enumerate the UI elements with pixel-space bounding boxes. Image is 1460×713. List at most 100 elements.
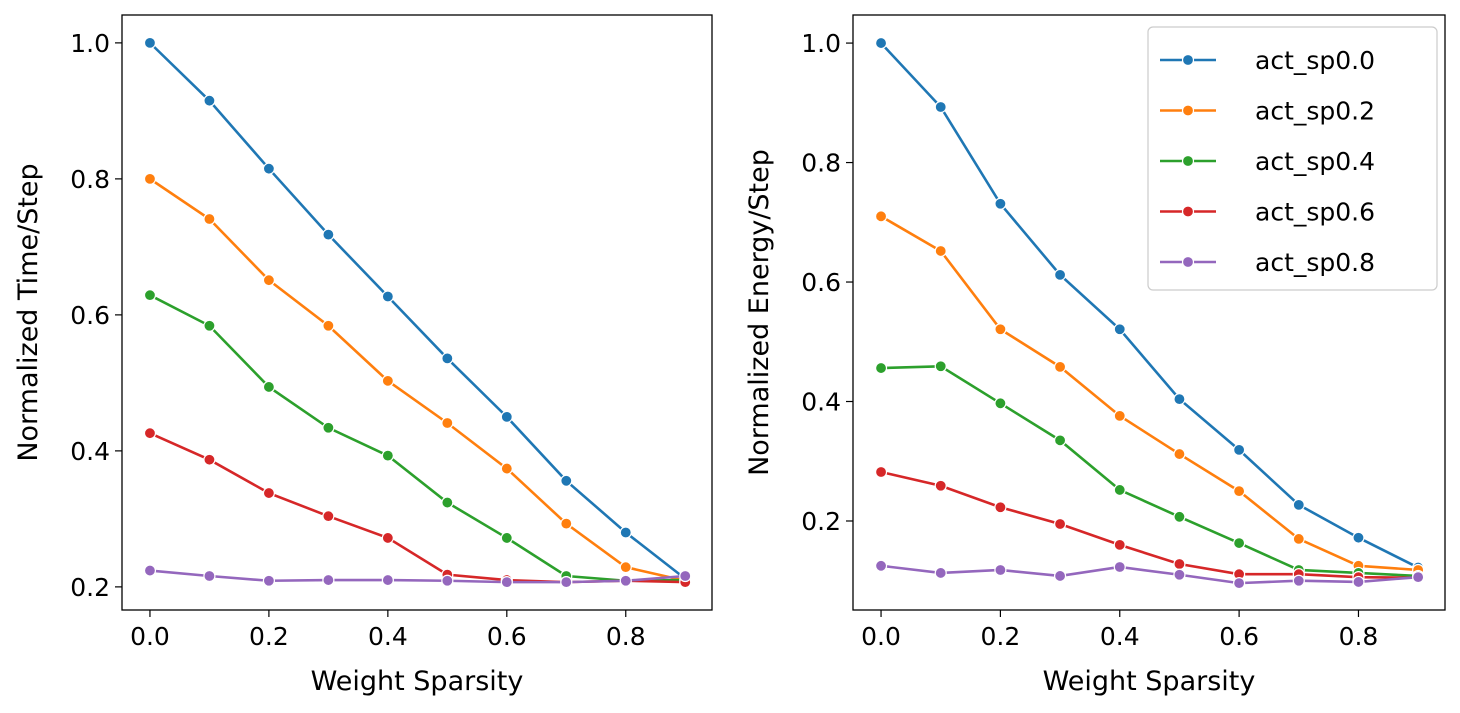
data-point xyxy=(1173,393,1186,406)
series-act_sp0.6 xyxy=(874,465,1425,584)
data-point xyxy=(1113,409,1126,422)
x-tick-label: 0.2 xyxy=(249,622,289,651)
series-line xyxy=(149,177,686,583)
x-tick-label: 0.0 xyxy=(130,622,170,651)
data-point xyxy=(560,474,573,487)
data-point xyxy=(381,573,394,587)
series-act_sp0.0 xyxy=(143,36,692,585)
data-point xyxy=(203,94,216,107)
y-tick-label: 0.2 xyxy=(801,507,841,536)
data-point xyxy=(322,228,335,241)
data-point xyxy=(500,410,513,423)
series-act_sp0.0 xyxy=(874,36,1425,574)
series-line xyxy=(149,294,686,583)
series-act_sp0.2 xyxy=(143,172,692,587)
data-point xyxy=(619,574,632,587)
data-point xyxy=(1292,498,1305,511)
y-tick-label: 0.8 xyxy=(801,149,841,178)
data-point xyxy=(934,566,947,580)
data-point xyxy=(262,274,276,287)
x-tick-label: 0.4 xyxy=(1100,622,1140,651)
data-point xyxy=(1053,569,1067,583)
y-tick-label: 0.8 xyxy=(70,165,110,194)
data-point xyxy=(1113,560,1126,574)
data-point xyxy=(994,323,1007,336)
series-line xyxy=(880,470,1419,580)
legend-swatch-marker xyxy=(1181,104,1195,117)
data-point xyxy=(143,289,157,302)
data-point xyxy=(619,526,632,539)
data-point xyxy=(381,449,394,462)
data-point xyxy=(1412,571,1425,584)
data-point xyxy=(143,427,157,440)
series-line xyxy=(881,364,1419,578)
series-line xyxy=(880,42,1419,569)
data-point xyxy=(322,510,335,523)
x-tick-label: 0.6 xyxy=(1219,622,1259,651)
data-point xyxy=(1113,483,1126,497)
y-axis-label: Normalized Energy/Step xyxy=(744,149,775,476)
legend: act_sp0.0 act_sp0.2 act_sp0.4 act_sp0.6 act_… xyxy=(1147,26,1438,291)
legend-frame xyxy=(1147,26,1438,291)
data-point xyxy=(203,453,216,466)
data-point xyxy=(1352,575,1365,589)
data-point xyxy=(500,531,513,545)
series-act_sp0.8 xyxy=(143,564,692,589)
x-tick-label: 0.2 xyxy=(981,622,1021,651)
data-point xyxy=(1053,434,1067,447)
data-point xyxy=(1173,510,1186,523)
x-tick-label: 0.6 xyxy=(487,622,527,651)
data-point xyxy=(143,36,157,49)
series-act_sp0.8 xyxy=(874,559,1425,590)
data-point xyxy=(874,210,888,223)
data-point xyxy=(679,569,692,583)
y-tick-label: 0.6 xyxy=(70,301,110,330)
data-point xyxy=(1233,536,1246,550)
series-act_sp0.6 xyxy=(143,427,692,589)
data-point xyxy=(1233,443,1246,456)
data-point xyxy=(934,100,947,114)
legend-label: act_sp0.4 xyxy=(1255,147,1375,176)
data-point xyxy=(262,574,276,587)
data-point xyxy=(994,397,1007,410)
data-point xyxy=(1053,517,1067,531)
series-line xyxy=(149,569,686,584)
x-axis-label: Weight Sparsity xyxy=(1043,666,1256,697)
data-point xyxy=(874,361,888,375)
data-point xyxy=(1233,577,1246,590)
data-point xyxy=(381,290,394,303)
data-point xyxy=(934,360,947,373)
data-point xyxy=(934,244,947,258)
legend-swatch-marker xyxy=(1181,53,1195,67)
y-tick-label: 1.0 xyxy=(801,29,841,58)
chart-2: 0.0 0.2 0.4 0.6 0.8 0.2 0.4 0.6 0.8 1.0 Weight Spa… xyxy=(744,14,1446,697)
x-tick-label: 0.0 xyxy=(861,622,901,651)
data-point xyxy=(262,162,276,175)
data-point xyxy=(994,563,1007,577)
data-point xyxy=(1292,574,1305,587)
data-point xyxy=(874,559,888,572)
data-point xyxy=(381,374,394,387)
data-point xyxy=(874,36,888,50)
data-point xyxy=(1173,447,1186,461)
data-point xyxy=(203,569,216,583)
data-point xyxy=(203,212,216,226)
data-point xyxy=(143,172,157,185)
data-point xyxy=(994,197,1007,210)
data-point xyxy=(441,496,454,509)
plot-frame xyxy=(121,14,713,611)
x-tick-label: 0.4 xyxy=(368,622,408,651)
data-point xyxy=(381,531,394,545)
data-point xyxy=(619,561,632,574)
legend-label: act_sp0.8 xyxy=(1255,248,1375,277)
data-point xyxy=(874,465,888,479)
series-line xyxy=(149,41,687,580)
data-point xyxy=(1292,532,1305,546)
series-line xyxy=(880,564,1419,585)
plot-frame xyxy=(852,14,1446,611)
y-tick-label: 0.2 xyxy=(70,573,110,602)
y-tick-label: 0.4 xyxy=(801,388,841,417)
x-tick-label: 0.8 xyxy=(1339,622,1379,651)
data-point xyxy=(322,421,335,434)
